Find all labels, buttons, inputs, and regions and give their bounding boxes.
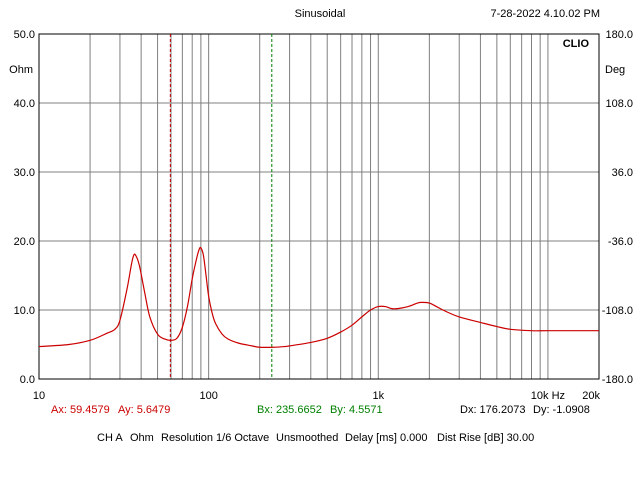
resolution-label: Resolution 1/6 Octave — [161, 432, 269, 444]
smoothing-label: Unsmoothed — [276, 432, 338, 444]
y2-tick-label: -36.0 — [608, 236, 633, 248]
y2-tick-label: 180.0 — [605, 29, 633, 41]
impedance-series-line — [38, 246, 599, 348]
y-tick-label: 10.0 — [14, 305, 35, 317]
y-tick-label: 0.0 — [20, 374, 35, 386]
y-tick-label: 30.0 — [14, 167, 35, 179]
x-tick-label: 10k Hz — [531, 390, 565, 402]
y2-axis-label: Deg — [605, 64, 625, 76]
tick-labels: 10 100 1k 10k Hz 20k 0.0 10.0 20.0 30.0 40.0 50.0 -… — [14, 29, 633, 402]
delta-y-readout: Dy: -1.0908 — [533, 404, 590, 416]
series-group — [38, 246, 599, 348]
y-axis-label: Ohm — [9, 64, 33, 76]
delta-x-readout: Dx: 176.2073 — [460, 404, 525, 416]
y2-tick-label: 36.0 — [612, 167, 633, 179]
x-tick-label: 100 — [199, 390, 217, 402]
chart-title: Sinusoidal — [295, 8, 346, 20]
dist-rise-label: Dist Rise [dB] 30.00 — [437, 432, 534, 444]
x-tick-label: 20k — [582, 390, 600, 402]
cursor-a-y-readout: Ay: 5.6479 — [118, 404, 170, 416]
channel-label: CH A — [97, 432, 123, 444]
x-tick-label: 1k — [372, 390, 384, 402]
plot-frame — [38, 33, 600, 380]
y-tick-label: 50.0 — [14, 29, 35, 41]
delay-label: Delay [ms] 0.000 — [345, 432, 428, 444]
cursor-b-y-readout: By: 4.5571 — [330, 404, 383, 416]
cursor-a-x-readout: Ax: 59.4579 — [51, 404, 110, 416]
y2-tick-label: 108.0 — [605, 98, 633, 110]
cursor-b-x-readout: Bx: 235.6652 — [257, 404, 322, 416]
y2-tick-label: -180.0 — [602, 374, 633, 386]
clio-logo: CLIO — [563, 38, 590, 50]
y-tick-label: 40.0 — [14, 98, 35, 110]
y-tick-label: 20.0 — [14, 236, 35, 248]
unit-label: Ohm — [130, 432, 154, 444]
x-tick-label: 10 — [33, 390, 45, 402]
cursor-lines[interactable] — [169, 34, 273, 379]
timestamp: 7-28-2022 4.10.02 PM — [491, 8, 600, 20]
grid-lines — [39, 34, 599, 379]
y2-tick-label: -108.0 — [602, 305, 633, 317]
